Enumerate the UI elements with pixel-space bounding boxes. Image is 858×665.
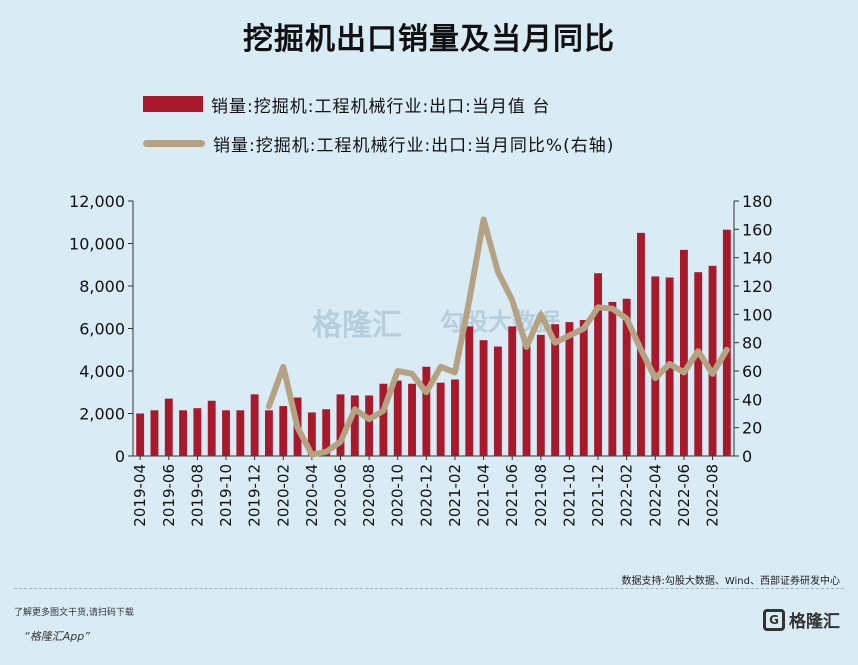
bar (307, 412, 316, 456)
bar (350, 395, 359, 456)
bar (322, 409, 331, 456)
bar (136, 413, 145, 456)
x-axis-tick-label: 2020-12 (417, 464, 435, 527)
bar (379, 383, 388, 456)
bar (393, 380, 402, 456)
left-axis-tick-label: 2,000 (79, 405, 125, 424)
x-axis-tick-label: 2021-02 (446, 464, 464, 527)
bar (708, 265, 717, 456)
bar (565, 322, 574, 456)
right-axis-tick-label: 120 (742, 277, 773, 296)
bar (265, 410, 273, 456)
bar (422, 366, 431, 456)
legend-swatch-bar (143, 96, 203, 112)
bar (651, 276, 660, 456)
x-axis-tick-label: 2020-02 (274, 464, 292, 527)
bar (408, 383, 416, 456)
right-axis-tick-label: 80 (742, 334, 762, 353)
x-axis-tick-label: 2019-04 (131, 464, 149, 527)
x-axis-tick-label: 2021-10 (560, 464, 578, 527)
bar (479, 340, 488, 456)
x-axis-tick-label: 2022-06 (675, 464, 693, 527)
bar (436, 382, 445, 456)
bar (594, 273, 602, 456)
separator (14, 588, 844, 589)
legend-label-line: 销量:挖掘机:工程机械行业:出口:当月同比%(右轴) (213, 135, 615, 156)
bar (522, 342, 531, 456)
bar (622, 298, 631, 456)
left-axis-tick-label: 0 (115, 447, 125, 466)
right-axis-tick-label: 140 (742, 249, 773, 268)
left-axis-tick-label: 10,000 (69, 235, 125, 254)
right-axis-tick-label: 20 (742, 419, 762, 438)
chart-title: 挖掘机出口销量及当月同比 (243, 22, 615, 57)
right-axis-tick-label: 100 (742, 305, 773, 324)
x-axis-tick-label: 2022-02 (618, 464, 636, 527)
bar (150, 410, 159, 456)
bar (493, 346, 502, 456)
x-axis-tick-label: 2019-10 (217, 464, 235, 527)
bar (694, 272, 703, 456)
bar (551, 324, 560, 456)
legend-item-bar: 销量:挖掘机:工程机械行业:出口:当月值 台 (143, 92, 551, 117)
left-axis-tick-label: 4,000 (79, 362, 125, 381)
x-axis-tick-label: 2021-06 (503, 464, 521, 527)
legend-swatch-line (143, 139, 205, 147)
x-axis-tick-label: 2020-08 (360, 464, 378, 527)
left-axis-tick-label: 12,000 (69, 192, 125, 211)
left-axis-tick-label: 8,000 (79, 277, 125, 296)
brand-logo: G 格隆汇 (763, 607, 840, 632)
x-axis-tick-label: 2019-06 (160, 464, 178, 527)
x-axis-tick-label: 2020-06 (331, 464, 349, 527)
legend-item-line: 销量:挖掘机:工程机械行业:出口:当月同比%(右轴) (143, 131, 615, 156)
bar (207, 400, 216, 456)
bar (365, 395, 374, 456)
bar (164, 398, 173, 456)
bar (193, 408, 202, 456)
right-axis-tick-label: 0 (742, 447, 752, 466)
bar (508, 326, 517, 456)
logo-icon: G (763, 608, 785, 631)
bar (179, 410, 188, 456)
bar (250, 394, 259, 456)
x-axis-tick-label: 2020-10 (389, 464, 407, 527)
x-axis-tick-label: 2019-12 (246, 464, 264, 527)
left-axis-tick-label: 6,000 (79, 320, 125, 339)
bar (465, 326, 474, 456)
x-axis-tick-label: 2019-08 (188, 464, 206, 527)
bar (279, 406, 288, 456)
bar (336, 394, 345, 456)
x-axis-tick-label: 2021-12 (589, 464, 607, 527)
chart-svg: 0 2,000 4,000 6,000 8,000 10,000 12,000 0 20 40 60… (69, 192, 773, 527)
right-axis-tick-label: 60 (742, 362, 762, 381)
right-axis-tick-label: 160 (742, 220, 773, 239)
x-axis-tick-label: 2022-08 (704, 464, 722, 527)
bar (722, 229, 731, 456)
bar (536, 334, 545, 456)
bar (608, 301, 617, 456)
yoy-line (265, 216, 730, 458)
footer-note: 了解更多图文干货,请扫码下载 (14, 608, 134, 618)
x-axis-tick-label: 2021-08 (532, 464, 550, 527)
footer-app-name: “格隆汇App” (24, 630, 90, 643)
x-axis-tick-label: 2022-04 (646, 464, 664, 527)
brand-name: 格隆汇 (789, 612, 840, 632)
bar (451, 379, 459, 456)
right-axis-tick-label: 40 (742, 390, 762, 409)
bar (222, 410, 230, 456)
right-axis-tick-label: 180 (742, 192, 773, 211)
bar (579, 320, 588, 456)
x-axis-tick-label: 2021-04 (475, 464, 493, 527)
bar (679, 249, 688, 456)
bar (236, 410, 245, 456)
legend-label-bar: 销量:挖掘机:工程机械行业:出口:当月值 台 (211, 96, 551, 117)
x-axis-tick-label: 2020-04 (303, 464, 321, 527)
source-note: 数据支持:勾股大数据、Wind、西部证券研发中心 (621, 576, 840, 587)
